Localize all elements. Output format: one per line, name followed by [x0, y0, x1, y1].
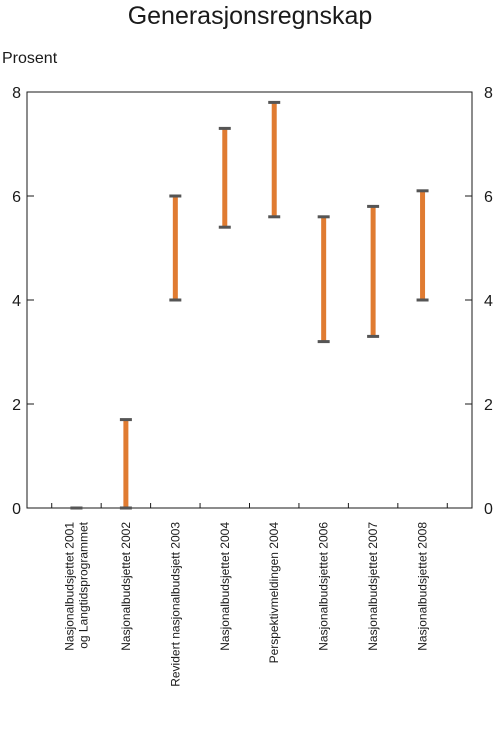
y-tick-left: 4 [12, 293, 34, 310]
y-axis-ticks-right: 0 2 4 6 8 [465, 85, 493, 518]
y-tick-right: 0 [465, 501, 493, 518]
y-axis-ticks-left: 0 2 4 6 8 [12, 85, 34, 518]
range-bar [268, 100, 281, 219]
y-tick-label-right: 8 [484, 85, 493, 102]
y-tick-label-left: 4 [12, 293, 21, 310]
range-bar [367, 204, 380, 338]
range-bar [317, 215, 330, 344]
axes [26, 91, 473, 509]
range-bars [70, 100, 429, 510]
y-tick-label-right: 4 [484, 293, 493, 310]
y-tick-left: 6 [12, 189, 34, 206]
y-tick-right: 6 [465, 189, 493, 206]
category-label: Nasjonalbudsjettet 2002 [119, 522, 133, 651]
y-tick-label-right: 2 [484, 397, 493, 414]
range-bar [169, 194, 182, 302]
category-label: Nasjonalbudsjettet 2008 [416, 522, 430, 651]
category-label: Nasjonalbudsjettet 2006 [317, 522, 331, 651]
y-tick-label-left: 6 [12, 189, 21, 206]
category-labels: Nasjonalbudsjettet 2001 og Langtidsprogra… [62, 521, 429, 686]
category-label: Revidert nasjonalbudsjett 2003 [168, 522, 182, 687]
y-tick-right: 4 [465, 293, 493, 310]
y-tick-right: 8 [465, 85, 493, 102]
x-axis-ticks [51, 503, 448, 508]
category-label: Nasjonalbudsjettet 2001 [62, 522, 76, 651]
range-bar [416, 189, 429, 302]
y-tick-label-left: 2 [12, 397, 21, 414]
y-tick-left: 8 [12, 85, 34, 102]
category-label: Nasjonalbudsjettet 2004 [218, 522, 232, 651]
chart-title: Generasjonsregnskap [127, 2, 373, 30]
y-tick-label-left: 8 [12, 85, 21, 102]
range-bar [218, 126, 231, 229]
y-axis-label: Prosent [2, 50, 58, 67]
category-label: og Langtidsprogrammet [76, 521, 90, 648]
y-tick-label-right: 6 [484, 189, 493, 206]
y-tick-label-left: 0 [12, 501, 21, 518]
y-tick-left: 0 [12, 501, 34, 518]
category-label: Nasjonalbudsjettet 2007 [366, 522, 380, 651]
plot-frame [26, 91, 473, 509]
range-bar [119, 418, 132, 510]
category-label: Perspektivmeldingen 2004 [267, 522, 281, 664]
y-tick-label-right: 0 [484, 501, 493, 518]
y-tick-left: 2 [12, 397, 34, 414]
y-tick-right: 2 [465, 397, 493, 414]
